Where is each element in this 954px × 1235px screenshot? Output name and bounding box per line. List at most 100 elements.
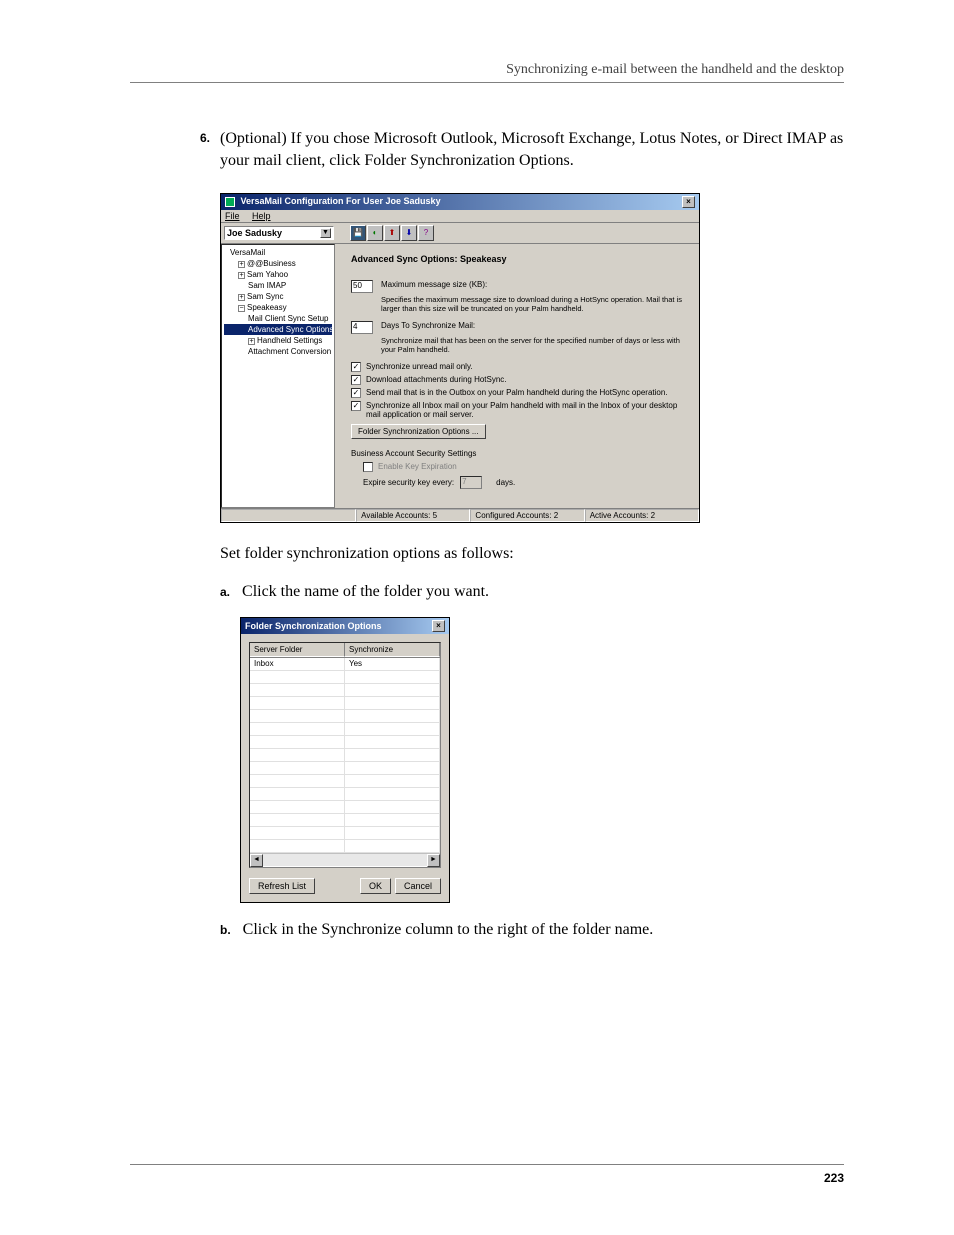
help-icon[interactable]: ?: [418, 225, 434, 241]
versamail-config-window: VersaMail Configuration For User Joe Sad…: [220, 193, 700, 523]
scroll-left-icon[interactable]: ◄: [250, 854, 263, 867]
status-available: Available Accounts: 5: [356, 509, 470, 522]
user-select-value: Joe Sadusky: [227, 228, 282, 238]
upload-icon[interactable]: ⬆: [384, 225, 400, 241]
titlebar: VersaMail Configuration For User Joe Sad…: [221, 194, 699, 210]
user-select[interactable]: Joe Sadusky ▼: [224, 226, 334, 240]
days-sync-label: Days To Synchronize Mail:: [381, 321, 475, 330]
max-msg-size-input[interactable]: 50: [351, 280, 373, 293]
substep-a-label: a.: [220, 585, 230, 599]
table-row[interactable]: [250, 749, 440, 762]
close-icon[interactable]: ×: [682, 196, 695, 208]
chk-enable-label: Enable Key Expiration: [378, 462, 457, 471]
checkbox-download[interactable]: ✓: [351, 375, 361, 385]
chk-unread-label: Synchronize unread mail only.: [366, 362, 473, 371]
tree-item[interactable]: +Sam Yahoo: [224, 269, 332, 280]
account-tree[interactable]: VersaMail +@@Business +Sam Yahoo Sam IMA…: [221, 244, 335, 508]
substep-b: b. Click in the Synchronize column to th…: [220, 921, 844, 939]
table-row[interactable]: [250, 801, 440, 814]
days-sync-input[interactable]: 4: [351, 321, 373, 334]
status-active: Active Accounts: 2: [585, 509, 699, 522]
days-sync-desc: Synchronize mail that has been on the se…: [381, 336, 689, 354]
scroll-right-icon[interactable]: ►: [427, 854, 440, 867]
status-configured: Configured Accounts: 2: [470, 509, 584, 522]
menu-help[interactable]: Help: [252, 211, 271, 221]
checkbox-unread[interactable]: ✓: [351, 362, 361, 372]
palm-icon[interactable]: ◐: [367, 225, 383, 241]
expire-days-input: 7: [460, 476, 482, 489]
running-header: Synchronizing e-mail between the handhel…: [506, 62, 844, 78]
horizontal-scrollbar[interactable]: ◄ ►: [250, 853, 440, 866]
status-bar: Available Accounts: 5 Configured Account…: [221, 508, 699, 522]
chk-inbox-label: Synchronize all Inbox mail on your Palm …: [366, 401, 689, 419]
table-row[interactable]: [250, 723, 440, 736]
window-title: VersaMail Configuration For User Joe Sad…: [225, 196, 441, 207]
table-row[interactable]: [250, 788, 440, 801]
step-text: (Optional) If you chose Microsoft Outloo…: [220, 128, 844, 173]
tree-item[interactable]: +@@Business: [224, 258, 332, 269]
max-msg-size-label: Maximum message size (KB):: [381, 280, 487, 289]
expire-unit: days.: [496, 478, 515, 487]
page-number: 223: [824, 1171, 844, 1185]
folder-sync-options-button[interactable]: Folder Synchronization Options ...: [351, 424, 486, 439]
table-row[interactable]: [250, 827, 440, 840]
footer-rule: [130, 1164, 844, 1165]
tree-item[interactable]: Mail Client Sync Setup: [224, 313, 332, 324]
checkbox-enable-expiration[interactable]: [363, 462, 373, 472]
table-row[interactable]: [250, 684, 440, 697]
expire-label: Expire security key every:: [363, 478, 454, 487]
tree-item[interactable]: +Sam Sync: [224, 291, 332, 302]
advanced-sync-panel: Advanced Sync Options: Speakeasy 50 Maxi…: [335, 244, 699, 508]
cancel-button[interactable]: Cancel: [395, 878, 441, 894]
security-section-title: Business Account Security Settings: [351, 449, 689, 458]
table-row[interactable]: [250, 840, 440, 853]
substep-a: a. Click the name of the folder you want…: [220, 583, 844, 601]
table-header: Server Folder Synchronize: [250, 643, 440, 658]
title-text: VersaMail Configuration For User Joe Sad…: [241, 196, 441, 206]
tree-item[interactable]: +Handheld Settings: [224, 335, 332, 346]
window-title: Folder Synchronization Options: [245, 621, 382, 631]
col-synchronize[interactable]: Synchronize: [345, 643, 440, 657]
tree-root[interactable]: VersaMail: [224, 247, 332, 258]
chk-download-label: Download attachments during HotSync.: [366, 375, 507, 384]
max-msg-desc: Specifies the maximum message size to do…: [381, 295, 689, 313]
menubar: File Help: [221, 210, 699, 223]
substep-b-text: Click in the Synchronize column to the r…: [243, 921, 654, 938]
substep-b-label: b.: [220, 923, 231, 937]
table-row[interactable]: [250, 697, 440, 710]
menu-file[interactable]: File: [225, 211, 240, 221]
ok-button[interactable]: OK: [360, 878, 391, 894]
table-row[interactable]: [250, 762, 440, 775]
col-server-folder[interactable]: Server Folder: [250, 643, 345, 657]
cell-folder[interactable]: Inbox: [250, 658, 345, 670]
table-row[interactable]: [250, 671, 440, 684]
table-row[interactable]: [250, 710, 440, 723]
app-icon: [225, 197, 235, 207]
close-icon[interactable]: ×: [432, 620, 445, 632]
tree-item[interactable]: −Speakeasy: [224, 302, 332, 313]
toolbar: Joe Sadusky ▼ 💾 ◐ ⬆ ⬇ ?: [221, 223, 699, 244]
save-icon[interactable]: 💾: [350, 225, 366, 241]
folder-table[interactable]: Server Folder Synchronize Inbox Yes: [249, 642, 441, 868]
panel-title: Advanced Sync Options: Speakeasy: [351, 254, 689, 264]
chk-outbox-label: Send mail that is in the Outbox on your …: [366, 388, 668, 397]
checkbox-inbox[interactable]: ✓: [351, 401, 361, 411]
refresh-list-button[interactable]: Refresh List: [249, 878, 315, 894]
tree-item-selected[interactable]: Advanced Sync Options: [224, 324, 332, 335]
intro-text: Set folder synchronization options as fo…: [220, 543, 844, 565]
folder-sync-options-window: Folder Synchronization Options × Server …: [240, 617, 450, 903]
titlebar: Folder Synchronization Options ×: [241, 618, 449, 634]
chevron-down-icon[interactable]: ▼: [320, 228, 331, 238]
tree-item[interactable]: Attachment Conversion: [224, 346, 332, 357]
step-number: 6.: [200, 131, 210, 145]
header-rule: [130, 82, 844, 83]
download-icon[interactable]: ⬇: [401, 225, 417, 241]
cell-sync[interactable]: Yes: [345, 658, 440, 670]
checkbox-outbox[interactable]: ✓: [351, 388, 361, 398]
table-row[interactable]: Inbox Yes: [250, 658, 440, 671]
tree-item[interactable]: Sam IMAP: [224, 280, 332, 291]
table-row[interactable]: [250, 814, 440, 827]
table-row[interactable]: [250, 775, 440, 788]
substep-a-text: Click the name of the folder you want.: [242, 583, 489, 600]
table-row[interactable]: [250, 736, 440, 749]
